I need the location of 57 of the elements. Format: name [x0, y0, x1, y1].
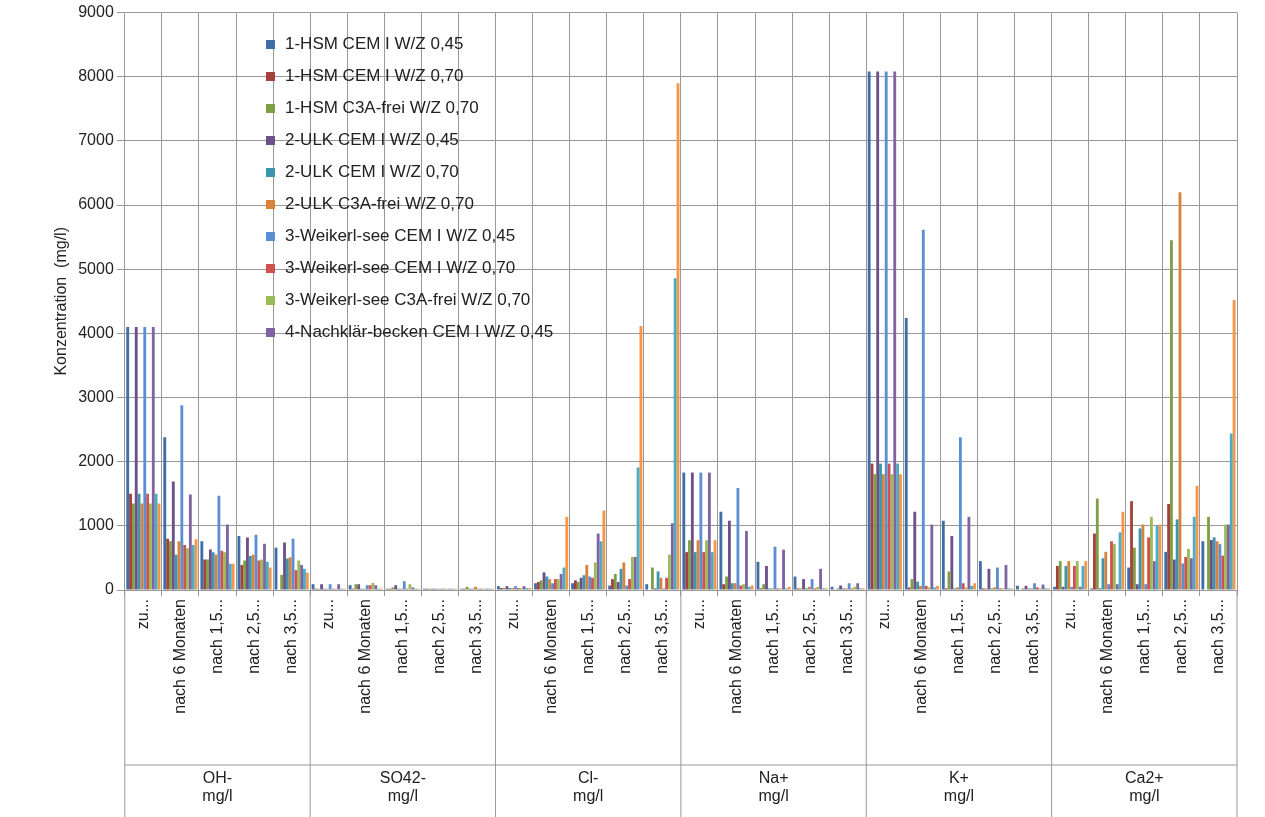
legend-label: 2-ULK C3A-frei W/Z 0,70 [285, 194, 474, 214]
x-tick-label: nach 6 Monaten [541, 599, 559, 714]
x-tick-label: nach 6 Monaten [726, 599, 744, 714]
y-tick-label: 1000 [78, 516, 114, 534]
y-tick-label: 2000 [78, 452, 114, 470]
x-tick-label: zu... [1060, 599, 1078, 630]
x-tick-label: nach 6 Monaten [170, 599, 188, 714]
x-tick-label: nach 6 Monaten [356, 599, 374, 714]
x-tick-label: nach 2,5... [430, 599, 448, 674]
text: Na+ mg/l [758, 769, 789, 805]
x-tick-label: zu... [875, 599, 893, 630]
x-tick-label: nach 1,5... [393, 599, 411, 674]
text: K+ mg/l [943, 769, 975, 805]
x-tick-label: nach 3,5... [282, 599, 300, 674]
legend-label: 1-HSM C3A-frei W/Z 0,70 [285, 98, 479, 118]
x-tick-label: nach 2,5... [244, 599, 262, 674]
text: Cl- mg/l [573, 769, 604, 805]
x-tick-label: nach 3,5... [467, 599, 485, 674]
y-tick-label: 8000 [78, 67, 114, 85]
x-tick-label: nach 3,5... [838, 599, 856, 674]
y-tick-label: 6000 [78, 195, 114, 213]
x-tick-label: nach 6 Monaten [912, 599, 930, 714]
x-tick-label: nach 3,5... [1023, 599, 1041, 674]
x-tick-label: nach 1,5... [949, 599, 967, 674]
x-tick-label: zu... [133, 599, 151, 630]
legend-label: 1-HSM CEM I W/Z 0,45 [285, 34, 464, 54]
y-axis-title: Konzentration (mg/l) [52, 227, 70, 376]
legend-label: 2-ULK CEM I W/Z 0,70 [285, 162, 459, 182]
x-tick-label: nach 1,5... [207, 599, 225, 674]
x-tick-label: zu... [504, 599, 522, 630]
legend-label: 3-Weikerl-see CEM I W/Z 0,70 [285, 258, 516, 278]
x-tick-label: nach 2,5... [615, 599, 633, 674]
y-tick-label: 4000 [78, 323, 114, 341]
text: SO42- mg/l [379, 769, 426, 805]
y-tick-label: 3000 [78, 387, 114, 405]
x-tick-label: nach 1,5... [578, 599, 596, 674]
legend-label: 4-Nachklär-becken CEM I W/Z 0,45 [285, 322, 554, 342]
x-tick-label: zu... [689, 599, 707, 630]
x-tick-label: zu... [319, 599, 337, 630]
x-tick-label: nach 3,5... [1208, 599, 1226, 674]
legend-label: 3-Weikerl-see CEM I W/Z 0,45 [285, 226, 516, 246]
text: Ca2+ mg/l [1124, 769, 1164, 805]
x-tick-label: nach 1,5... [763, 599, 781, 674]
x-tick-label: nach 2,5... [801, 599, 819, 674]
y-tick-label: 5000 [78, 259, 114, 277]
x-tick-label: nach 6 Monaten [1097, 599, 1115, 714]
legend-label: 3-Weikerl-see C3A-frei W/Z 0,70 [285, 290, 531, 310]
x-tick-label: nach 2,5... [1171, 599, 1189, 674]
x-tick-label: nach 3,5... [652, 599, 670, 674]
legend-label: 2-ULK CEM I W/Z 0,45 [285, 130, 459, 150]
y-tick-label: 0 [104, 580, 114, 598]
y-tick-label: 9000 [78, 3, 114, 21]
legend-label: 1-HSM CEM I W/Z 0,70 [285, 66, 464, 86]
x-tick-label: nach 2,5... [986, 599, 1004, 674]
y-tick-label: 7000 [78, 131, 114, 149]
x-tick-label: nach 1,5... [1134, 599, 1152, 674]
text: OH- mg/l [202, 769, 233, 805]
